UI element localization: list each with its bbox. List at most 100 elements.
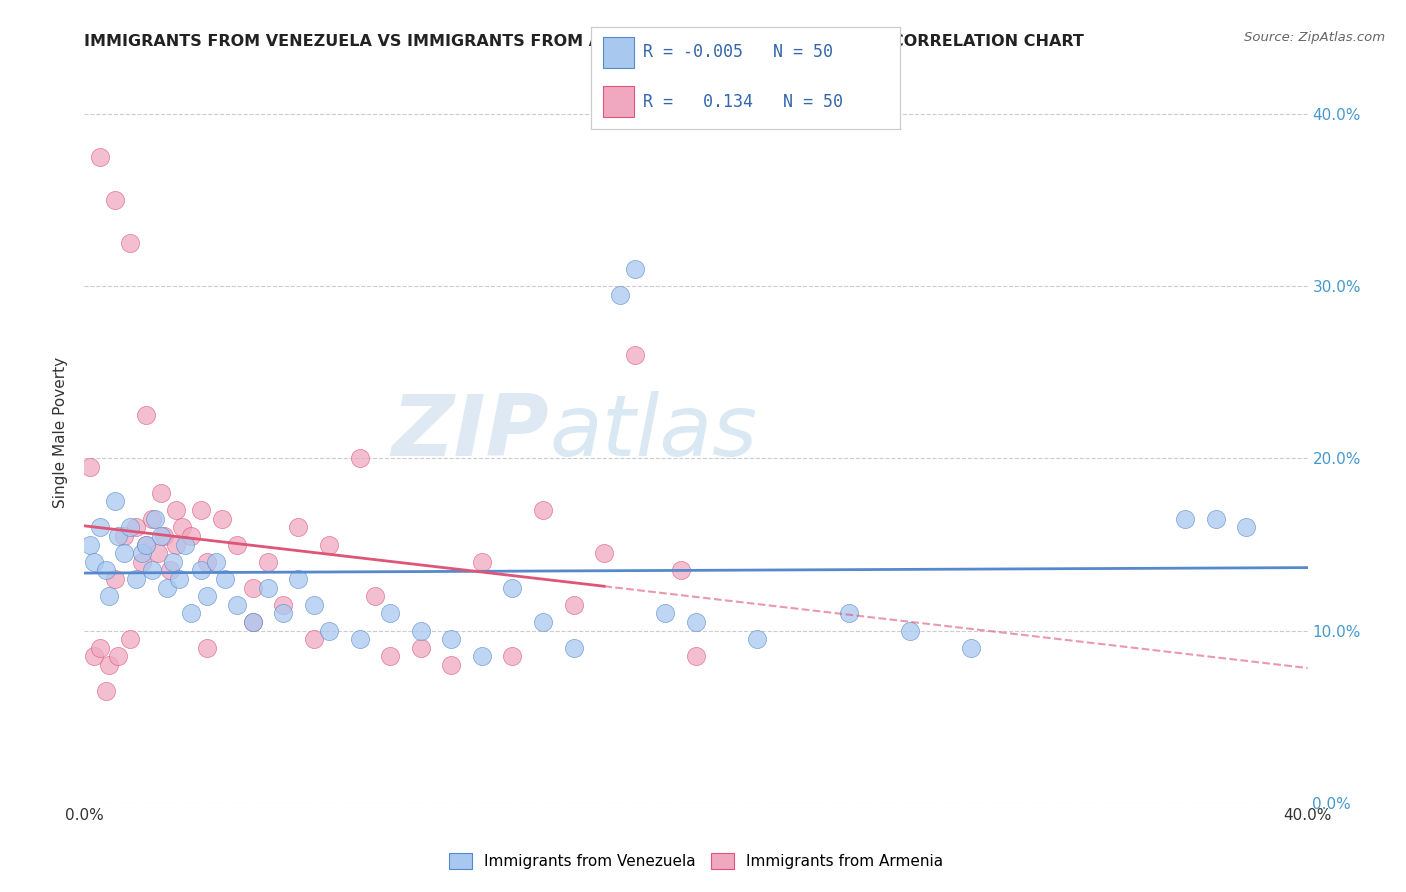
Point [149, 529, 172, 543]
Point [125, 572, 148, 586]
Point [242, 615, 264, 629]
Point [135, 537, 157, 551]
Y-axis label: Single Male Poverty: Single Male Poverty [53, 357, 69, 508]
Text: IMMIGRANTS FROM VENEZUELA VS IMMIGRANTS FROM ARMENIA SINGLE MALE POVERTY CORRELA: IMMIGRANTS FROM VENEZUELA VS IMMIGRANTS … [84, 34, 1084, 49]
Point [440, 658, 463, 673]
Point [287, 520, 309, 534]
Point [167, 572, 190, 586]
Point [79, 537, 101, 551]
Point [214, 572, 236, 586]
Point [159, 563, 181, 577]
Point [531, 503, 554, 517]
Text: R =   0.134   N = 50: R = 0.134 N = 50 [643, 93, 844, 111]
Point [131, 546, 153, 560]
Text: R = -0.005   N = 50: R = -0.005 N = 50 [643, 44, 834, 62]
Point [195, 640, 218, 655]
Point [380, 649, 402, 664]
Point [685, 649, 707, 664]
Point [609, 288, 631, 302]
Point [471, 649, 494, 664]
Point [364, 589, 387, 603]
Point [107, 649, 129, 664]
Point [502, 649, 524, 664]
Point [302, 632, 325, 647]
Point [120, 236, 142, 251]
Legend: Immigrants from Venezuela, Immigrants from Armenia: Immigrants from Venezuela, Immigrants fr… [441, 846, 950, 877]
Bar [603, 37, 634, 68]
Point [107, 529, 129, 543]
Point [89, 640, 111, 655]
Point [94, 563, 117, 577]
Point [83, 555, 105, 569]
Point [146, 546, 169, 560]
Point [97, 658, 120, 673]
Point [89, 150, 111, 164]
Point [1205, 512, 1227, 526]
Point [172, 520, 194, 534]
Point [287, 572, 309, 586]
Point [226, 537, 249, 551]
Point [562, 640, 585, 655]
Point [257, 555, 280, 569]
Point [190, 563, 212, 577]
Point [898, 624, 921, 638]
Point [685, 615, 707, 629]
Point [165, 503, 187, 517]
Point [131, 555, 153, 569]
Point [149, 486, 172, 500]
Point [562, 598, 585, 612]
Point [162, 555, 184, 569]
Point [125, 520, 148, 534]
Point [242, 615, 264, 629]
Point [141, 512, 163, 526]
Point [156, 581, 179, 595]
Point [1236, 520, 1258, 534]
Point [302, 598, 325, 612]
Point [380, 607, 402, 621]
Point [242, 581, 264, 595]
Point [211, 512, 233, 526]
Point [531, 615, 554, 629]
Point [143, 512, 166, 526]
Point [960, 640, 983, 655]
Point [226, 598, 249, 612]
Point [838, 607, 860, 621]
Point [165, 537, 187, 551]
Bar [603, 87, 634, 117]
Point [120, 520, 142, 534]
Point [190, 503, 212, 517]
Text: Source: ZipAtlas.com: Source: ZipAtlas.com [1244, 31, 1385, 45]
Point [654, 607, 676, 621]
Point [97, 589, 120, 603]
Point [94, 684, 117, 698]
Point [180, 529, 202, 543]
Point [83, 649, 105, 664]
Point [104, 494, 127, 508]
Point [79, 460, 101, 475]
Point [112, 546, 135, 560]
Point [89, 520, 111, 534]
Point [440, 632, 463, 647]
Point [593, 546, 616, 560]
Point [502, 581, 524, 595]
Point [471, 555, 494, 569]
Point [271, 598, 294, 612]
Point [271, 607, 294, 621]
Point [205, 555, 228, 569]
Point [104, 572, 127, 586]
Point [180, 607, 202, 621]
Point [135, 409, 157, 423]
Point [195, 555, 218, 569]
Point [174, 537, 197, 551]
Point [195, 589, 218, 603]
Point [747, 632, 769, 647]
Point [135, 537, 157, 551]
Point [120, 632, 142, 647]
Point [1174, 512, 1197, 526]
Point [257, 581, 280, 595]
Point [112, 529, 135, 543]
Point [318, 624, 340, 638]
Point [669, 563, 692, 577]
Point [349, 451, 371, 466]
Point [318, 537, 340, 551]
